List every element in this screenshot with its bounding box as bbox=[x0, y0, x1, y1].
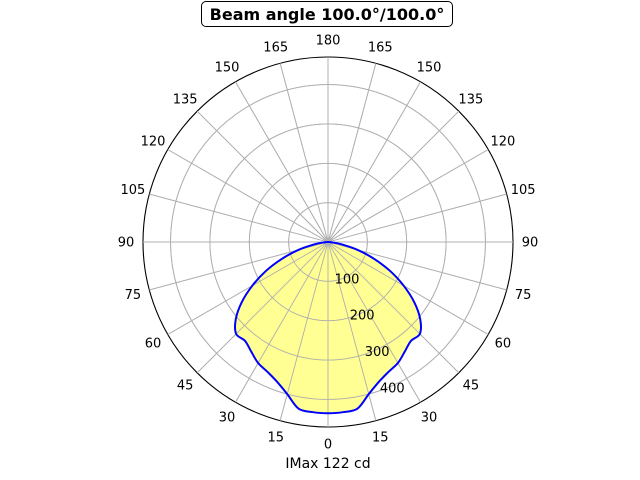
angle-tick-label: 150 bbox=[417, 61, 442, 76]
angular-grid-line-overlay bbox=[235, 241, 329, 403]
angle-tick-label: 45 bbox=[177, 378, 194, 393]
intensity-curve bbox=[234, 240, 422, 415]
angle-tick-label: 60 bbox=[495, 337, 512, 352]
radial-tick-label: 400 bbox=[380, 381, 405, 396]
polar-grid-overlay bbox=[143, 57, 513, 427]
angle-tick-label: 165 bbox=[368, 40, 393, 55]
x-axis-label: IMax 122 cd bbox=[285, 456, 371, 472]
angular-grid-line-overlay bbox=[327, 241, 460, 374]
angular-grid-line-overlay bbox=[196, 241, 329, 374]
angular-grid-line-overlay bbox=[327, 149, 489, 243]
angle-tick-label: 120 bbox=[141, 135, 166, 150]
angle-tick-label: 105 bbox=[511, 183, 536, 198]
radial-tick-label: 100 bbox=[335, 272, 360, 287]
angle-tick-label: 75 bbox=[515, 288, 532, 303]
angle-tick-label: 0 bbox=[324, 438, 332, 453]
angle-tick-label: 15 bbox=[267, 431, 284, 446]
polar-series bbox=[143, 57, 513, 427]
angular-grid-line-overlay bbox=[327, 110, 460, 243]
angular-grid-line-overlay bbox=[235, 81, 329, 243]
angular-grid-line-overlay bbox=[149, 193, 329, 243]
angular-grid-line-overlay bbox=[167, 241, 329, 335]
chart-title: Beam angle 100.0°/100.0° bbox=[201, 1, 453, 27]
angle-tick-label: 75 bbox=[125, 288, 142, 303]
angle-tick-label: 15 bbox=[372, 431, 389, 446]
angle-tick-label: 60 bbox=[145, 337, 162, 352]
angle-tick-label: 150 bbox=[215, 61, 240, 76]
angle-tick-label: 105 bbox=[120, 183, 145, 198]
angular-grid-line-overlay bbox=[327, 81, 421, 243]
angle-tick-label: 30 bbox=[421, 410, 438, 425]
polar-labels: 0 15 30 45 60 75 90 105 120 135 150 165 180 165 150 135… bbox=[118, 34, 539, 453]
angular-grid-line-overlay bbox=[279, 241, 329, 421]
angular-grid-line-overlay bbox=[327, 63, 377, 243]
angle-tick-label: 120 bbox=[491, 135, 516, 150]
radial-tick-label: 300 bbox=[365, 345, 390, 360]
angle-tick-label: 135 bbox=[173, 93, 198, 108]
angular-grid-line-overlay bbox=[167, 149, 329, 243]
angular-grid-line-overlay bbox=[327, 193, 507, 243]
angular-grid-line-overlay bbox=[196, 110, 329, 243]
angle-tick-label: 90 bbox=[522, 236, 539, 251]
angle-tick-label: 90 bbox=[118, 236, 135, 251]
angle-tick-label: 180 bbox=[316, 34, 341, 49]
angular-grid-line-overlay bbox=[327, 241, 421, 403]
angle-tick-label: 165 bbox=[263, 40, 288, 55]
angle-tick-label: 45 bbox=[463, 378, 480, 393]
angular-grid-line-overlay bbox=[327, 241, 377, 421]
angle-tick-label: 135 bbox=[458, 93, 483, 108]
radial-tick-label: 200 bbox=[350, 309, 375, 324]
angular-grid-line-overlay bbox=[327, 241, 489, 335]
angular-grid-line-overlay bbox=[279, 63, 329, 243]
angle-tick-label: 30 bbox=[219, 410, 236, 425]
